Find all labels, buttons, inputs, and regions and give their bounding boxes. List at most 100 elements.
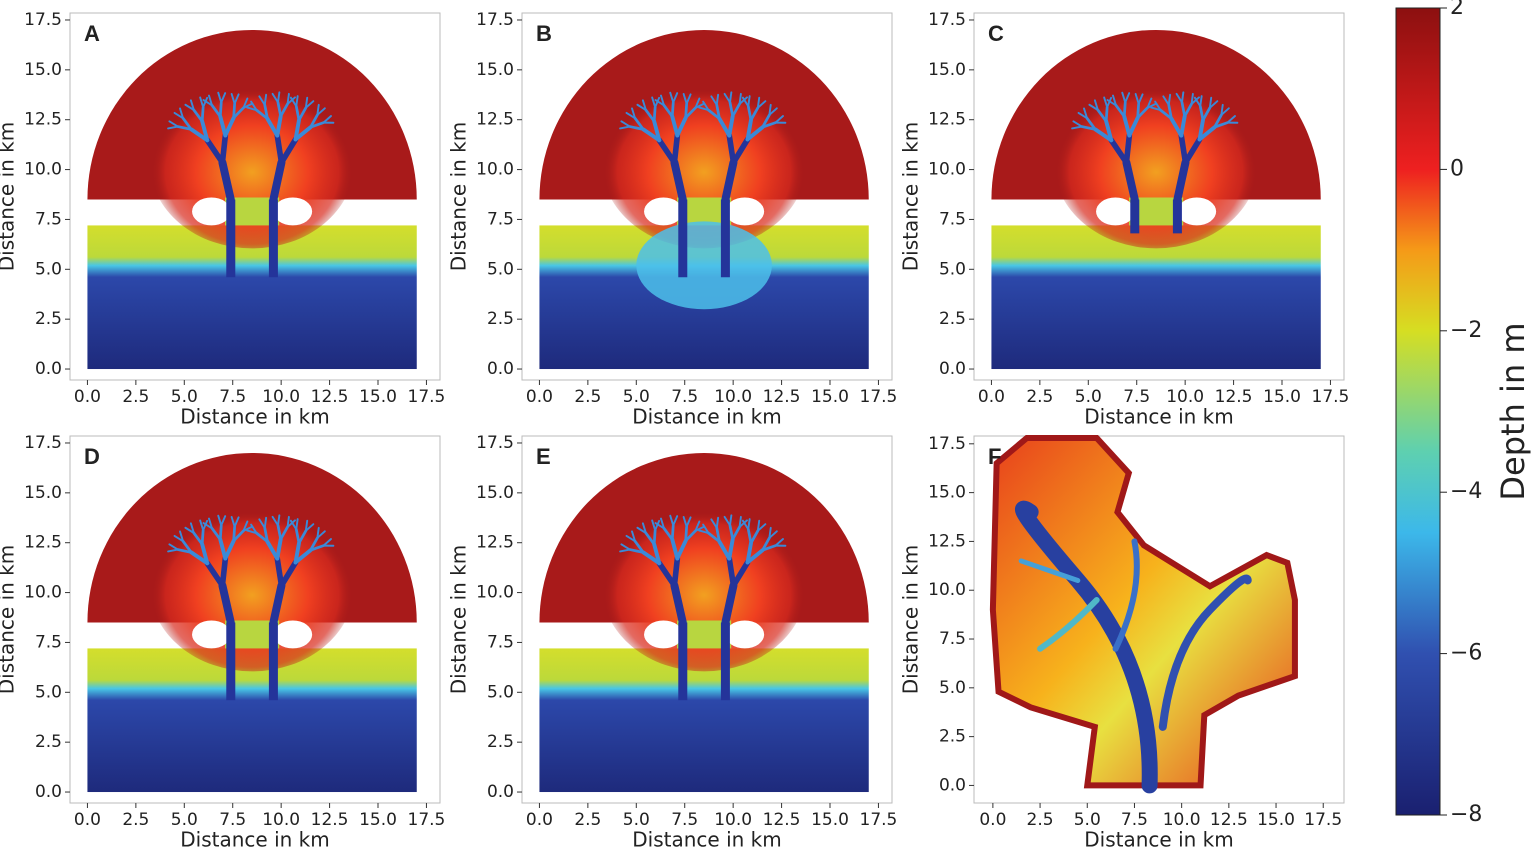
y-tick-label: 17.5 bbox=[476, 433, 514, 453]
colorbar-tick-label: −2 bbox=[1450, 318, 1482, 343]
channel bbox=[179, 107, 184, 120]
channel bbox=[199, 519, 205, 532]
x-tick-label: 12.5 bbox=[311, 387, 349, 407]
y-tick-label: 2.5 bbox=[939, 309, 966, 329]
channel bbox=[242, 102, 254, 109]
channel bbox=[208, 517, 213, 530]
x-tick-label: 17.5 bbox=[1312, 387, 1350, 407]
channel bbox=[184, 103, 195, 111]
channel bbox=[210, 103, 222, 118]
channel bbox=[738, 519, 748, 528]
y-tick-label: 10.0 bbox=[476, 160, 514, 180]
x-tick-label: 15.0 bbox=[811, 810, 849, 830]
channel bbox=[304, 523, 315, 532]
channel bbox=[684, 529, 697, 543]
channel bbox=[1096, 108, 1108, 123]
channel bbox=[286, 519, 296, 528]
channel bbox=[694, 102, 706, 109]
x-tick-label: 5.0 bbox=[623, 387, 650, 407]
channel bbox=[702, 100, 710, 112]
panel-label: F bbox=[988, 444, 1001, 469]
channel bbox=[293, 118, 301, 142]
channel bbox=[316, 107, 326, 116]
channel bbox=[168, 543, 179, 551]
channel bbox=[768, 107, 778, 116]
channel bbox=[1093, 99, 1099, 111]
y-tick-label: 0.0 bbox=[939, 775, 966, 795]
channel bbox=[189, 550, 210, 566]
channel bbox=[233, 516, 240, 528]
channel bbox=[1071, 125, 1083, 130]
y-tick-label: 15.0 bbox=[24, 483, 62, 503]
y-tick-label: 10.0 bbox=[24, 160, 62, 180]
x-axis-label: Distance in km bbox=[632, 405, 781, 429]
x-tick-label: 0.0 bbox=[978, 387, 1005, 407]
channel bbox=[684, 525, 689, 543]
channel bbox=[672, 515, 679, 527]
channel bbox=[738, 96, 748, 105]
channel bbox=[1104, 119, 1114, 143]
channel bbox=[1083, 107, 1088, 120]
channel bbox=[1169, 116, 1184, 138]
channel bbox=[1158, 574, 1252, 731]
channel bbox=[250, 523, 258, 535]
channel bbox=[208, 94, 213, 107]
x-tick-label: 15.0 bbox=[359, 387, 397, 407]
channel bbox=[620, 120, 631, 128]
channel bbox=[167, 548, 179, 553]
channel bbox=[294, 527, 301, 545]
colorbar-tick-label: −6 bbox=[1450, 641, 1482, 666]
channel bbox=[293, 125, 313, 142]
channel bbox=[210, 526, 222, 541]
channel bbox=[670, 101, 675, 118]
channel bbox=[731, 525, 741, 541]
y-tick-label: 7.5 bbox=[35, 632, 62, 652]
x-tick-label: 5.0 bbox=[171, 810, 198, 830]
channel bbox=[1014, 500, 1158, 794]
channel bbox=[625, 111, 636, 120]
channel bbox=[275, 114, 283, 138]
inlet-bank bbox=[1177, 197, 1217, 226]
channel bbox=[1114, 103, 1126, 118]
panel-label: A bbox=[84, 21, 100, 46]
channel bbox=[309, 536, 319, 552]
channel bbox=[662, 103, 674, 118]
y-tick-label: 17.5 bbox=[476, 10, 514, 30]
y-tick-label: 0.0 bbox=[939, 359, 966, 379]
channel bbox=[727, 114, 735, 138]
channel bbox=[641, 522, 647, 534]
channel bbox=[1037, 596, 1100, 652]
y-tick-label: 12.5 bbox=[476, 533, 514, 553]
x-tick-label: 15.0 bbox=[1257, 810, 1295, 830]
channel bbox=[242, 97, 249, 109]
y-axis-label: Distance in km bbox=[447, 122, 471, 271]
channel bbox=[242, 525, 254, 532]
channel bbox=[293, 548, 313, 565]
channel bbox=[218, 537, 228, 561]
channel bbox=[710, 95, 718, 106]
channel bbox=[202, 522, 213, 530]
channel bbox=[749, 529, 760, 545]
y-tick-label: 5.0 bbox=[35, 682, 62, 702]
channel bbox=[309, 121, 325, 129]
y-tick-label: 0.0 bbox=[35, 782, 62, 802]
channel bbox=[218, 114, 228, 138]
channel bbox=[316, 530, 326, 539]
channel bbox=[745, 118, 753, 142]
channel bbox=[322, 538, 332, 547]
channel bbox=[217, 514, 223, 527]
channel bbox=[654, 519, 661, 532]
channel bbox=[309, 544, 325, 552]
channel bbox=[1167, 93, 1172, 106]
channel bbox=[1122, 101, 1127, 118]
basin bbox=[87, 225, 417, 370]
panel-label: D bbox=[84, 444, 100, 469]
channel bbox=[723, 515, 731, 527]
channel bbox=[698, 529, 710, 535]
inlet-bank bbox=[192, 620, 231, 649]
x-tick-label: 5.0 bbox=[1074, 810, 1101, 830]
y-tick-label: 12.5 bbox=[928, 531, 966, 551]
channel bbox=[223, 115, 236, 138]
channel bbox=[1220, 107, 1230, 116]
channel bbox=[223, 538, 236, 561]
